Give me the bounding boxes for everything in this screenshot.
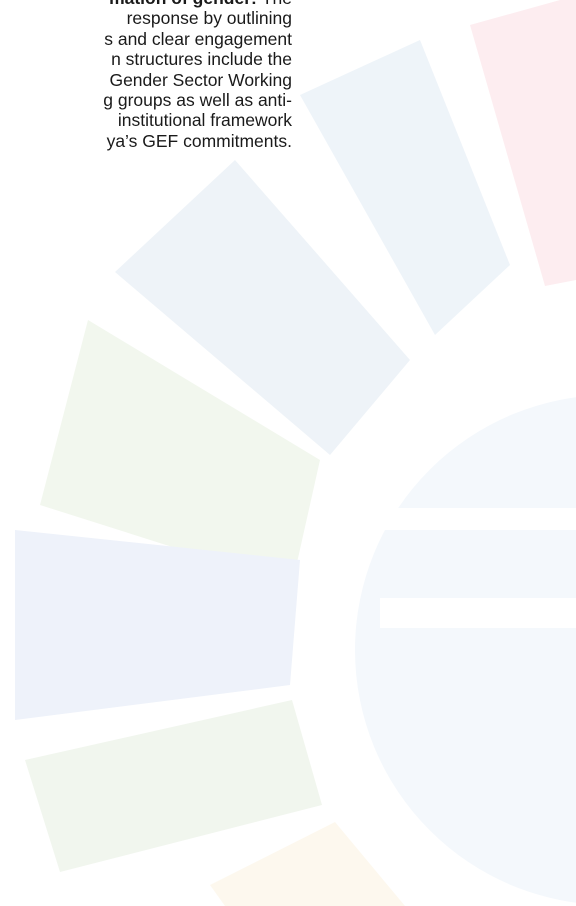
- text-line: n structures include the: [111, 49, 292, 70]
- text-line: ya’s GEF commitments.: [106, 130, 292, 151]
- wheel-segment: [210, 822, 405, 906]
- wheel-gap: [380, 508, 576, 530]
- text: The: [262, 0, 292, 8]
- wheel-segment: [40, 320, 320, 585]
- text-line: mation of gender: The: [103, 0, 292, 8]
- wheel-gap: [380, 598, 576, 628]
- text-line: response by outlining: [126, 8, 292, 29]
- wheel-segment: [115, 160, 410, 455]
- wheel-segment: [470, 0, 576, 286]
- text-line: Gender Sector Working: [109, 69, 292, 90]
- text-line: institutional framework: [117, 110, 292, 131]
- text-line: s and clear engagement: [104, 28, 292, 49]
- wheel-center: [355, 397, 576, 903]
- wheel-segment: [25, 700, 322, 872]
- wheel-segment: [15, 530, 300, 720]
- bold-text: mation of gender:: [109, 0, 257, 8]
- wheel-segment: [300, 40, 510, 335]
- text-line: g groups as well as anti-: [103, 90, 292, 111]
- paragraph: mation of gender: The response by outlini…: [103, 0, 292, 151]
